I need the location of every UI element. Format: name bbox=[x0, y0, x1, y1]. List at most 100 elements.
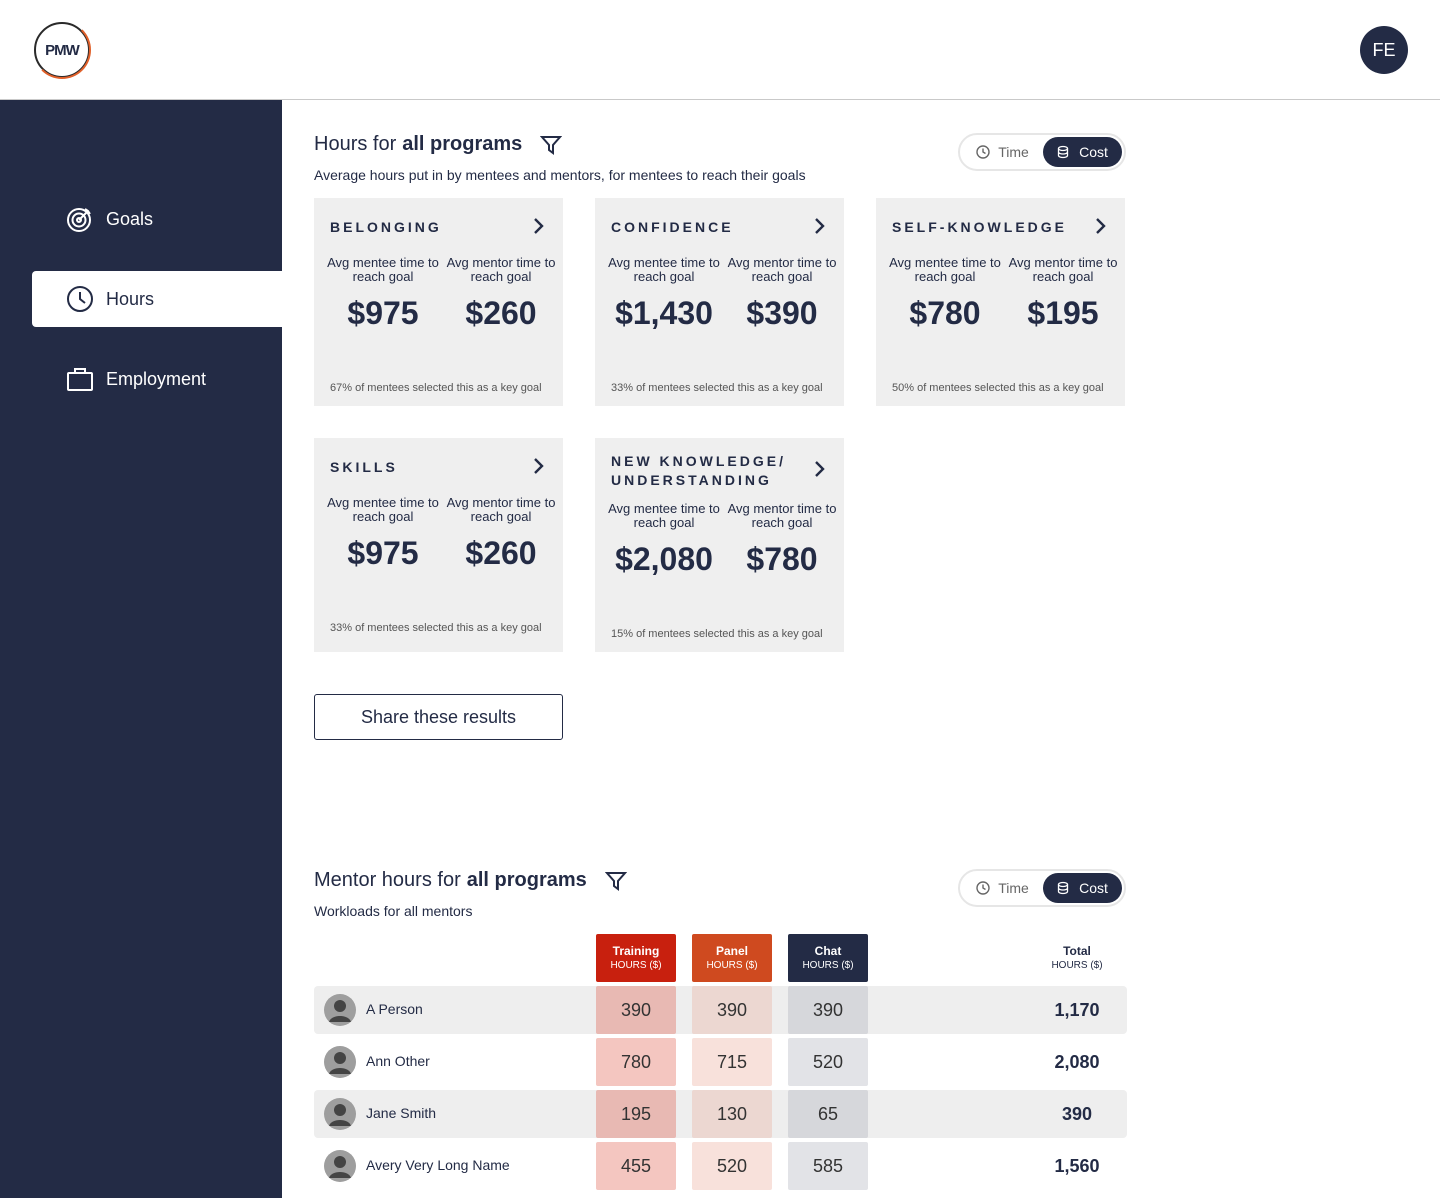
avatar bbox=[324, 1098, 356, 1130]
total-cell: 1,560 bbox=[1054, 1155, 1100, 1176]
filter-icon[interactable] bbox=[604, 870, 627, 892]
goal-card-self-knowledge[interactable]: SELF-KNOWLEDGE Avg mentee time to reach … bbox=[876, 198, 1125, 406]
mentee-value: $780 bbox=[909, 295, 981, 331]
time-cost-toggle: Time Cost bbox=[958, 869, 1126, 907]
mentee-label: Avg mentee time to reach goal bbox=[608, 255, 720, 284]
sidebar-item-label: Employment bbox=[106, 368, 207, 389]
mentor-label: Avg mentor time to reach goal bbox=[446, 255, 556, 284]
clock-icon bbox=[67, 286, 93, 312]
title-prefix: Hours for bbox=[314, 133, 397, 155]
column-title: Panel bbox=[715, 944, 748, 958]
table-row[interactable]: A Person 390 390 390 1,170 bbox=[314, 986, 1127, 1034]
card-footnote: 50% of mentees selected this as a key go… bbox=[892, 382, 1104, 394]
sidebar-item-hours[interactable]: Hours bbox=[32, 271, 282, 327]
sidebar-item-label: Hours bbox=[106, 288, 155, 309]
toggle-cost-label: Cost bbox=[1079, 144, 1108, 160]
mentor-label: Avg mentor time to reach goal bbox=[1008, 255, 1118, 284]
mentor-name: Avery Very Long Name bbox=[366, 1157, 510, 1173]
goal-card-confidence[interactable]: CONFIDENCE Avg mentee time to reach goal… bbox=[595, 198, 844, 406]
column-title: Total bbox=[1063, 944, 1091, 958]
sidebar: Goals Hours Employment bbox=[0, 100, 282, 1198]
pmw-logo[interactable]: PMW bbox=[33, 21, 91, 79]
goal-card-belonging[interactable]: BELONGING Avg mentee time to reach goal … bbox=[314, 198, 563, 406]
hours-section-title: Hours for all programs bbox=[314, 133, 563, 156]
total-cell: 2,080 bbox=[1054, 1051, 1100, 1072]
chat-cell: 390 bbox=[788, 986, 868, 1034]
panel-cell: 715 bbox=[692, 1038, 772, 1086]
chat-cell: 585 bbox=[788, 1142, 868, 1190]
chevron-right-icon[interactable] bbox=[810, 216, 828, 236]
column-subtitle: HOURS ($) bbox=[802, 960, 854, 971]
avatar bbox=[324, 1150, 356, 1182]
clock-icon bbox=[976, 881, 990, 895]
card-footnote: 67% of mentees selected this as a key go… bbox=[330, 382, 542, 394]
mentee-value: $975 bbox=[347, 295, 419, 331]
share-results-button[interactable]: Share these results bbox=[314, 694, 563, 740]
column-header-panel[interactable]: Panel HOURS ($) bbox=[692, 934, 772, 982]
mentee-value: $2,080 bbox=[615, 541, 713, 577]
mentee-label: Avg mentee time to reach goal bbox=[327, 495, 439, 524]
panel-cell: 130 bbox=[692, 1090, 772, 1138]
toggle-cost[interactable]: Cost bbox=[1042, 137, 1122, 167]
avatar bbox=[324, 994, 356, 1026]
mentor-label: Avg mentor time to reach goal bbox=[446, 495, 556, 524]
training-cell: 455 bbox=[596, 1142, 676, 1190]
card-title: SKILLS bbox=[330, 459, 398, 475]
column-header-training[interactable]: Training HOURS ($) bbox=[596, 934, 676, 982]
avatar bbox=[324, 1046, 356, 1078]
chevron-right-icon[interactable] bbox=[529, 216, 547, 236]
table-row[interactable]: Ann Other 780 715 520 2,080 bbox=[314, 1038, 1127, 1086]
toggle-cost[interactable]: Cost bbox=[1042, 873, 1122, 903]
chevron-right-icon[interactable] bbox=[529, 456, 547, 476]
total-cell: 390 bbox=[1061, 1103, 1093, 1124]
mentor-value: $780 bbox=[746, 541, 818, 577]
card-footnote: 33% of mentees selected this as a key go… bbox=[611, 382, 823, 394]
mentee-label: Avg mentee time to reach goal bbox=[327, 255, 439, 284]
mentor-name: A Person bbox=[366, 1001, 423, 1017]
training-cell: 780 bbox=[596, 1038, 676, 1086]
goal-card-skills[interactable]: SKILLS Avg mentee time to reach goal $97… bbox=[314, 438, 563, 652]
toggle-time[interactable]: Time bbox=[962, 873, 1043, 903]
column-subtitle: HOURS ($) bbox=[706, 960, 758, 971]
table-row[interactable]: Avery Very Long Name 455 520 585 1,560 bbox=[314, 1142, 1127, 1190]
user-avatar[interactable]: FE bbox=[1360, 26, 1408, 74]
mentee-label: Avg mentee time to reach goal bbox=[608, 501, 720, 530]
table-row[interactable]: Jane Smith 195 130 65 390 bbox=[314, 1090, 1127, 1138]
toggle-time-label: Time bbox=[998, 144, 1029, 160]
sidebar-item-employment[interactable]: Employment bbox=[32, 351, 282, 407]
training-cell: 195 bbox=[596, 1090, 676, 1138]
panel-cell: 390 bbox=[692, 986, 772, 1034]
chevron-right-icon[interactable] bbox=[1091, 216, 1109, 236]
filter-icon[interactable] bbox=[540, 134, 563, 156]
column-header-chat[interactable]: Chat HOURS ($) bbox=[788, 934, 868, 982]
card-title: CONFIDENCE bbox=[611, 219, 734, 235]
sidebar-item-goals[interactable]: Goals bbox=[32, 191, 282, 247]
top-bar: PMW FE bbox=[0, 0, 1440, 100]
column-title: Chat bbox=[814, 944, 842, 958]
hours-subtitle: Average hours put in by mentees and ment… bbox=[314, 167, 806, 183]
toggle-time-label: Time bbox=[998, 880, 1029, 896]
mentor-value: $260 bbox=[465, 535, 537, 571]
coins-icon bbox=[1057, 145, 1069, 159]
mentee-label: Avg mentee time to reach goal bbox=[889, 255, 1001, 284]
mentor-hours-subtitle: Workloads for all mentors bbox=[314, 903, 473, 919]
chevron-right-icon[interactable] bbox=[810, 459, 828, 479]
mentor-value: $195 bbox=[1027, 295, 1099, 331]
toggle-cost-label: Cost bbox=[1079, 880, 1108, 896]
column-subtitle: HOURS ($) bbox=[1051, 960, 1103, 971]
toggle-time[interactable]: Time bbox=[962, 137, 1043, 167]
mentor-hours-section-title: Mentor hours for all programs bbox=[314, 869, 627, 892]
training-cell: 390 bbox=[596, 986, 676, 1034]
chat-cell: 65 bbox=[788, 1090, 868, 1138]
title-bold: all programs bbox=[466, 869, 587, 891]
panel-cell: 520 bbox=[692, 1142, 772, 1190]
coins-icon bbox=[1057, 881, 1069, 895]
goal-card-new-knowledge[interactable]: NEW KNOWLEDGE/ UNDERSTANDING Avg mentee … bbox=[595, 438, 844, 652]
mentor-name: Jane Smith bbox=[366, 1105, 437, 1121]
column-header-total[interactable]: Total HOURS ($) bbox=[1037, 944, 1117, 971]
clock-icon bbox=[976, 145, 990, 159]
total-cell: 1,170 bbox=[1054, 999, 1100, 1020]
column-title: Training bbox=[612, 944, 660, 958]
title-prefix: Mentor hours for bbox=[314, 869, 461, 891]
card-title: SELF-KNOWLEDGE bbox=[892, 219, 1067, 235]
